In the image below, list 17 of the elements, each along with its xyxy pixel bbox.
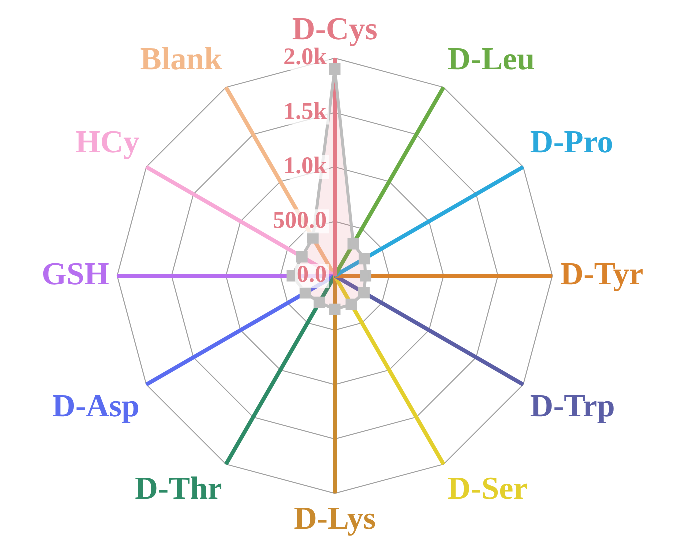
- spoke-label: D-Ser: [448, 470, 528, 506]
- y-tick-label: 0.0: [297, 262, 327, 288]
- spoke-label: D-Pro: [530, 123, 614, 160]
- spoke-label: D-Leu: [448, 40, 535, 77]
- spoke-label: D-Trp: [530, 387, 616, 424]
- y-tick-label: 2.0k: [284, 44, 328, 71]
- spoke-label: GSH: [42, 255, 110, 292]
- spoke-label: HCy: [76, 123, 140, 160]
- spoke-label: D-Asp: [52, 387, 140, 424]
- y-tick-label: 1.5k: [284, 99, 328, 126]
- y-tick-label: 1.0k: [284, 153, 328, 180]
- spoke-label: Blank: [140, 40, 222, 77]
- spoke-label: D-Thr: [135, 470, 222, 506]
- y-tick-label: 500.0: [273, 208, 327, 234]
- spoke-label: D-Cys: [292, 10, 378, 46]
- spoke-label: D-Tyr: [560, 255, 644, 292]
- spoke-label: D-Lys: [294, 500, 376, 536]
